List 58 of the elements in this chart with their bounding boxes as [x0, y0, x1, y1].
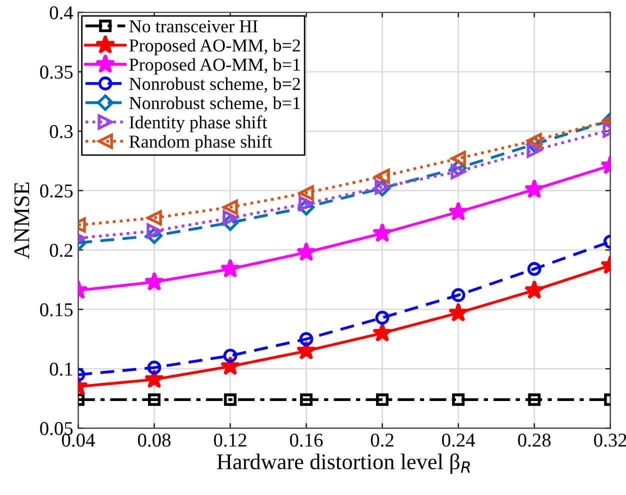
legend-label: No transceiver HI — [129, 20, 258, 32]
point — [527, 262, 542, 276]
point — [450, 150, 466, 166]
point — [147, 360, 162, 375]
point — [450, 164, 466, 180]
legend-label: Random phase shift — [129, 134, 272, 152]
point — [298, 196, 314, 212]
y-tick-label: 0.35 — [40, 66, 73, 79]
point — [298, 185, 314, 201]
point — [448, 202, 468, 221]
point — [451, 288, 466, 302]
x-axis-title: Hardware distortion level β$_{R}$ — [217, 453, 470, 474]
x-tick-label: 0.04 — [62, 434, 95, 447]
point — [220, 258, 240, 278]
legend-label: Nonrobust scheme, b=1 — [129, 96, 300, 112]
point — [146, 210, 162, 226]
point — [224, 393, 237, 406]
point — [296, 242, 316, 262]
point — [524, 178, 544, 198]
legend-label: Proposed AO-MM, b=2 — [129, 38, 300, 56]
y-axis-title: ANMSE — [14, 182, 30, 259]
x-tick-label: 0.32 — [594, 434, 626, 447]
y-tick-label: 0.05 — [40, 422, 73, 436]
y-tick-label: 0.15 — [40, 303, 73, 316]
y-tick-label: 0.4 — [50, 6, 74, 20]
point — [375, 310, 390, 325]
point — [526, 142, 542, 158]
y-tick-label: 0.2 — [50, 244, 72, 257]
y-tick-label: 0.25 — [40, 184, 73, 198]
x-tick-label: 0.28 — [518, 434, 551, 447]
legend-label: Nonrobust scheme, b=2 — [129, 77, 300, 93]
point — [148, 393, 161, 406]
point — [372, 322, 392, 342]
point — [374, 168, 390, 184]
legend-label: Proposed AO-MM, b=1 — [129, 58, 300, 74]
x-tick-label: 0.16 — [290, 434, 323, 447]
point — [372, 222, 392, 242]
point — [222, 210, 238, 226]
point — [222, 200, 238, 215]
point — [376, 393, 389, 406]
point — [526, 133, 542, 148]
point — [524, 280, 544, 300]
point — [448, 302, 468, 322]
x-tick-label: 0.12 — [214, 434, 246, 447]
point — [528, 393, 541, 406]
legend-label: Identity phase shift — [129, 116, 268, 132]
x-tick-label: 0.08 — [138, 434, 171, 447]
point — [223, 348, 238, 363]
point — [220, 356, 240, 376]
x-tick-label: 0.24 — [442, 434, 476, 447]
point — [146, 223, 162, 239]
y-tick-label: 0.3 — [50, 124, 73, 138]
point — [300, 393, 313, 406]
point — [299, 332, 314, 346]
x-tick-label: 0.2 — [370, 434, 394, 447]
y-tick-label: 0.1 — [50, 362, 72, 376]
point — [144, 272, 164, 291]
point — [452, 393, 465, 406]
